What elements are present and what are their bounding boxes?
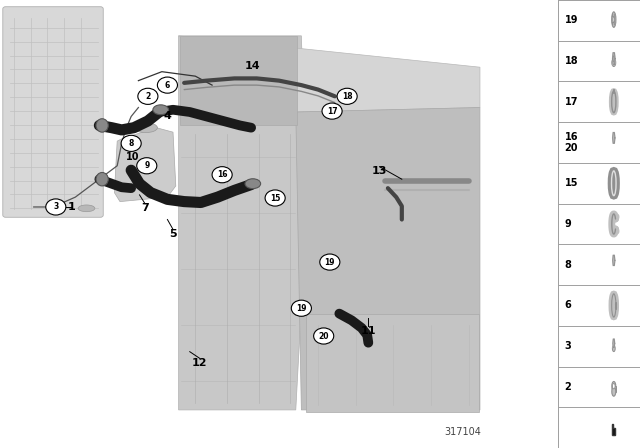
Bar	[558, 41, 640, 82]
Polygon shape	[612, 255, 615, 266]
Text: 16: 16	[217, 170, 227, 179]
Circle shape	[291, 300, 312, 316]
Text: 4: 4	[163, 112, 172, 121]
Ellipse shape	[612, 345, 615, 352]
Text: 13: 13	[372, 166, 387, 176]
Bar	[558, 163, 640, 204]
Text: 6: 6	[164, 81, 170, 90]
Ellipse shape	[612, 387, 616, 396]
Bar	[558, 204, 640, 244]
Bar	[612, 386, 616, 392]
Bar	[558, 122, 640, 163]
Polygon shape	[306, 314, 479, 412]
Circle shape	[613, 56, 614, 62]
Text: 1: 1	[68, 202, 76, 212]
Bar	[558, 326, 640, 366]
Text: 17: 17	[564, 97, 578, 107]
Bar	[558, 244, 640, 285]
Text: 2: 2	[145, 92, 150, 101]
Polygon shape	[612, 53, 615, 65]
Circle shape	[212, 167, 232, 183]
Bar	[558, 407, 640, 448]
Circle shape	[46, 199, 66, 215]
Circle shape	[138, 88, 158, 104]
Text: 12: 12	[192, 358, 207, 368]
Text: 18: 18	[342, 92, 353, 101]
Bar	[558, 366, 640, 407]
Polygon shape	[180, 36, 297, 125]
Ellipse shape	[96, 119, 108, 132]
Ellipse shape	[613, 17, 614, 23]
Ellipse shape	[245, 179, 260, 189]
Text: 317104: 317104	[444, 427, 481, 437]
Polygon shape	[296, 108, 480, 410]
Polygon shape	[179, 36, 480, 112]
Ellipse shape	[612, 383, 615, 389]
Polygon shape	[179, 36, 307, 410]
Text: 8: 8	[564, 260, 572, 270]
Ellipse shape	[612, 12, 616, 27]
Text: 15: 15	[270, 194, 280, 202]
Text: 2: 2	[564, 382, 572, 392]
Ellipse shape	[96, 172, 108, 186]
Text: 14: 14	[245, 61, 260, 71]
Circle shape	[157, 77, 177, 93]
Text: 9: 9	[564, 219, 572, 229]
Bar	[613, 89, 614, 93]
Text: 10: 10	[125, 152, 139, 162]
Text: 18: 18	[564, 56, 579, 66]
Text: 9: 9	[144, 161, 149, 170]
Circle shape	[320, 254, 340, 270]
Circle shape	[265, 190, 285, 206]
Text: 8: 8	[129, 139, 134, 148]
Text: 15: 15	[564, 178, 578, 188]
Text: 20: 20	[319, 332, 329, 340]
Polygon shape	[115, 128, 176, 202]
Ellipse shape	[153, 105, 168, 115]
Text: 3: 3	[564, 341, 572, 351]
Ellipse shape	[612, 382, 616, 391]
FancyBboxPatch shape	[3, 7, 103, 217]
Text: 6: 6	[564, 301, 572, 310]
Bar	[615, 302, 616, 309]
Polygon shape	[613, 339, 614, 348]
Text: 19: 19	[324, 258, 335, 267]
Text: 3: 3	[53, 202, 58, 211]
Circle shape	[314, 328, 333, 344]
Circle shape	[337, 88, 357, 104]
Text: 19: 19	[564, 15, 578, 26]
Text: 11: 11	[360, 326, 376, 336]
Ellipse shape	[612, 59, 616, 66]
Polygon shape	[612, 133, 615, 143]
Bar	[558, 82, 640, 122]
Circle shape	[137, 158, 157, 174]
Circle shape	[322, 103, 342, 119]
Text: 16
20: 16 20	[564, 132, 578, 153]
Ellipse shape	[134, 123, 157, 133]
Text: 17: 17	[327, 107, 337, 116]
Bar	[558, 0, 640, 41]
Text: 19: 19	[296, 304, 307, 313]
Ellipse shape	[78, 205, 95, 212]
Text: 7: 7	[141, 203, 149, 213]
Circle shape	[121, 135, 141, 151]
Bar	[558, 285, 640, 326]
Text: 5: 5	[169, 229, 177, 239]
Polygon shape	[612, 424, 615, 435]
